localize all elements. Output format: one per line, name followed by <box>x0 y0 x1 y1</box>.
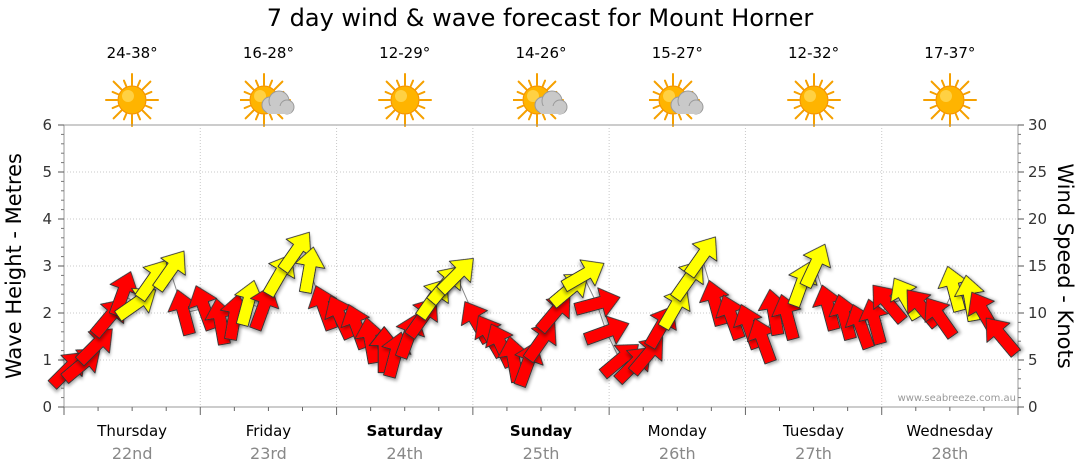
wind-arrow <box>522 321 557 364</box>
axes: 0 1 2 3 4 5 6 0 5 10 15 20 25 30 Thursday 22nd Friday 23r… <box>42 116 1047 463</box>
x-label-day-name: Monday <box>648 422 707 440</box>
y-tick-label-right: 20 <box>1028 210 1047 228</box>
x-label-day-date: 24th <box>386 444 423 463</box>
wind-arrow <box>799 243 832 289</box>
x-label-day-date: 23rd <box>250 444 287 463</box>
day-temperature-range: 14-26° <box>515 44 567 62</box>
wind-arrow <box>985 317 1021 358</box>
y-tick-label-left: 3 <box>42 257 52 275</box>
sun-cloud-icon <box>649 73 704 127</box>
y-tick-label-right: 5 <box>1028 351 1038 369</box>
sun-icon <box>377 73 432 127</box>
y-axis-label-left: Wave Height - Metres <box>2 153 26 379</box>
y-tick-label-left: 4 <box>42 210 52 228</box>
y-tick-label-left: 5 <box>42 163 52 181</box>
x-label-day-date: 26th <box>659 444 696 463</box>
y-tick-label-left: 0 <box>42 398 52 416</box>
sun-icon <box>922 73 977 127</box>
day-temperature-range: 15-27° <box>651 44 703 62</box>
wind-arrow <box>771 294 802 342</box>
wind-arrow <box>583 315 630 346</box>
y-tick-label-right: 10 <box>1028 304 1047 322</box>
x-label-day-date: 27th <box>795 444 832 463</box>
y-tick-label-right: 15 <box>1028 257 1047 275</box>
y-tick-label-left: 6 <box>42 116 52 134</box>
x-label-day-name: Friday <box>246 422 292 440</box>
day-temperature-range: 17-37° <box>924 44 976 62</box>
wind-arrow <box>890 277 923 322</box>
watermark: www.seabreeze.com.au <box>898 393 1016 404</box>
sun-cloud-icon <box>513 73 568 127</box>
x-label-day-date: 25th <box>523 444 560 463</box>
x-label-day-name: Saturday <box>367 422 444 440</box>
chart-title: 7 day wind & wave forecast for Mount Hor… <box>266 4 814 32</box>
sun-cloud-icon <box>240 73 295 127</box>
wind-arrow <box>294 246 326 294</box>
wind-arrow <box>152 250 186 293</box>
sun-icon <box>786 73 841 127</box>
wind-arrow <box>340 304 371 351</box>
wind-arrow <box>906 289 942 330</box>
wind-arrow <box>436 257 474 296</box>
wind-arrow <box>924 297 959 340</box>
y-tick-label-right: 30 <box>1028 116 1047 134</box>
day-temperature-range: 12-29° <box>379 44 431 62</box>
x-label-day-name: Sunday <box>510 422 573 440</box>
day-temperature-range: 12-32° <box>788 44 840 62</box>
wind-arrow <box>187 285 218 332</box>
wind-arrow-series <box>47 231 1021 390</box>
x-label-day-name: Thursday <box>96 422 167 440</box>
wind-arrow <box>560 259 605 293</box>
x-label-day-name: Tuesday <box>782 422 844 440</box>
y-tick-label-left: 1 <box>42 351 52 369</box>
y-tick-label-right: 25 <box>1028 163 1047 181</box>
x-label-day-name: Wednesday <box>906 422 993 440</box>
wind-arrow <box>573 287 621 318</box>
wind-arrow <box>249 285 280 332</box>
y-tick-label-right: 0 <box>1028 398 1038 416</box>
y-tick-label-left: 2 <box>42 304 52 322</box>
x-label-day-date: 28th <box>931 444 968 463</box>
day-temperature-range: 16-28° <box>242 44 294 62</box>
wind-arrow <box>858 298 889 346</box>
wind-arrow <box>683 236 718 279</box>
wind-arrow <box>75 328 113 367</box>
sun-icon <box>105 73 160 127</box>
y-axis-label-right: Wind Speed - Knots <box>1053 163 1077 368</box>
x-label-day-date: 22nd <box>112 444 153 463</box>
day-temperature-range: 24-38° <box>106 44 158 62</box>
